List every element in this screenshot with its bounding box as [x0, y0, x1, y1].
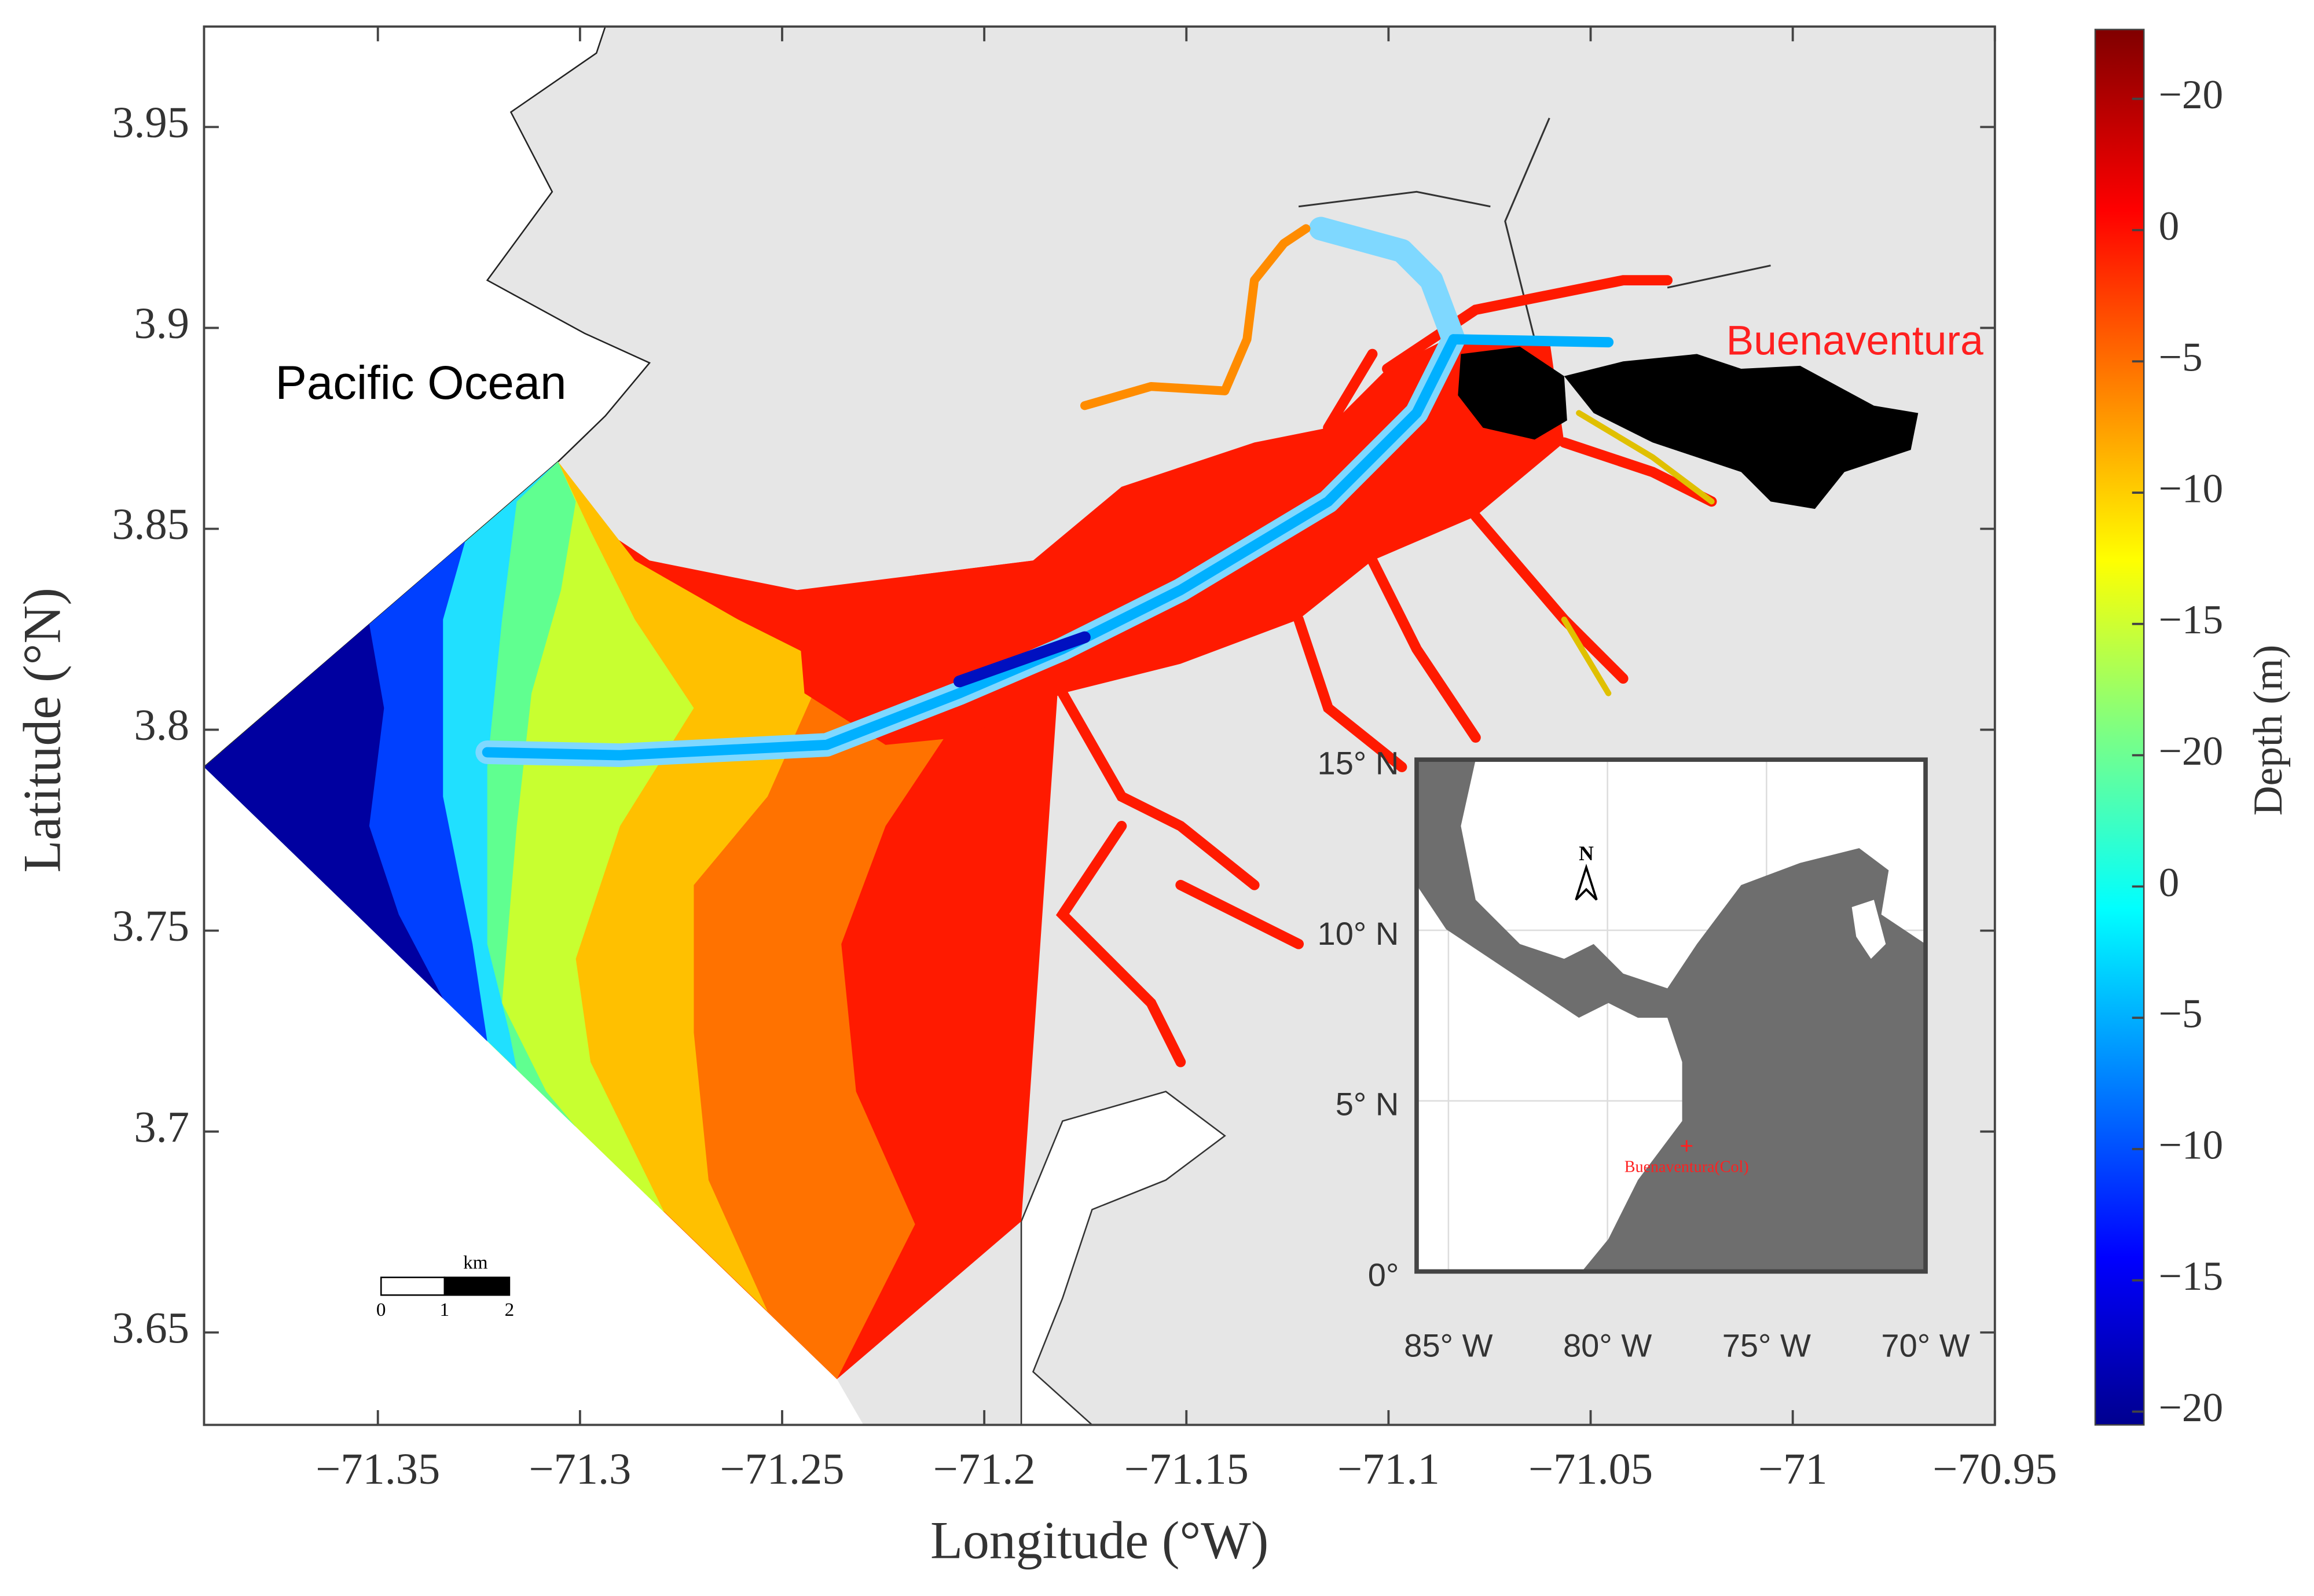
x-tick-label: −71.05	[1528, 1444, 1653, 1494]
colorbar-tick-label: −10	[2159, 1122, 2224, 1168]
x-tick-label: −71.3	[529, 1444, 631, 1494]
ocean-label: Pacific Ocean	[276, 357, 567, 409]
colorbar-tick-label: −5	[2159, 991, 2203, 1037]
y-tick-label: 3.85	[112, 500, 189, 549]
inset-x-tick-label: 70° W	[1881, 1327, 1970, 1364]
x-axis-label: Longitude (°W)	[930, 1510, 1268, 1569]
inset-y-tick-label: 10° N	[1318, 915, 1399, 952]
ocean-south	[204, 766, 864, 1425]
y-axis-label: Latitude (°N)	[12, 588, 71, 873]
x-tick-label: −71.15	[1124, 1444, 1249, 1494]
colorbar-tick-label: 0	[2159, 860, 2180, 905]
y-tick-label: 3.65	[112, 1303, 189, 1352]
x-tick-label: −70.95	[1932, 1444, 2057, 1494]
scale-segment	[380, 1276, 446, 1296]
colorbar-tick-label: −5	[2159, 335, 2203, 380]
x-tick-label: −71.35	[316, 1444, 440, 1494]
colorbar-tick-label: −20	[2159, 1385, 2224, 1430]
inset-y-tick-label: 15° N	[1318, 744, 1399, 781]
x-tick-label: −71.25	[720, 1444, 844, 1494]
scale-tick-label: 0	[376, 1299, 386, 1320]
inset-marker: +	[1679, 1132, 1693, 1159]
inset-x-tick-label: 75° W	[1722, 1327, 1811, 1364]
inset-x-tick-label: 80° W	[1563, 1327, 1652, 1364]
city-label: Buenaventura	[1726, 318, 1983, 364]
y-tick-label: 3.9	[134, 299, 189, 348]
inset-marker-label: Buenaventura(Col)	[1624, 1158, 1749, 1176]
bathymetry	[204, 217, 1919, 1379]
y-tick-label: 3.95	[112, 98, 189, 147]
y-tick-label: 3.75	[112, 901, 189, 951]
inset-frame	[1414, 757, 1928, 1274]
colorbar-label: Depth (m)	[2245, 645, 2291, 816]
map-area	[204, 26, 1995, 1425]
scale-segment	[443, 1276, 511, 1296]
scale-tick-label: 2	[505, 1299, 515, 1320]
x-tick-label: −71.1	[1337, 1444, 1440, 1494]
y-tick-label: 3.8	[134, 700, 189, 750]
scale-unit: km	[463, 1252, 488, 1273]
colorbar-tick-label: −15	[2159, 597, 2224, 643]
colorbar-tick-label: 0	[2159, 203, 2180, 249]
axes-box	[203, 25, 1996, 1426]
x-tick-label: −71	[1758, 1444, 1828, 1494]
inset-land	[1416, 760, 1926, 1272]
x-tick-label: −71.2	[933, 1444, 1036, 1494]
north-label: N	[1579, 842, 1594, 865]
scale-tick-label: 1	[440, 1299, 450, 1320]
colorbar-tick-label: −20	[2159, 72, 2224, 118]
inset-y-tick-label: 0°	[1368, 1256, 1399, 1293]
inset-y-tick-label: 5° N	[1336, 1086, 1399, 1122]
inset-map: + Buenaventura(Col) N	[1414, 757, 1928, 1274]
colorbar-tick-label: −10	[2159, 465, 2224, 511]
estuary-water	[1020, 1091, 1226, 1425]
colorbar	[2094, 28, 2145, 1426]
colorbar-tick-label: −15	[2159, 1253, 2224, 1299]
scale-bar: km	[380, 1252, 511, 1296]
inset-island	[1851, 900, 1886, 959]
colorbar-tick-label: −20	[2159, 728, 2224, 774]
inset-x-tick-label: 85° W	[1404, 1327, 1492, 1364]
north-arrow	[1575, 863, 1598, 901]
y-tick-label: 3.7	[134, 1102, 189, 1151]
